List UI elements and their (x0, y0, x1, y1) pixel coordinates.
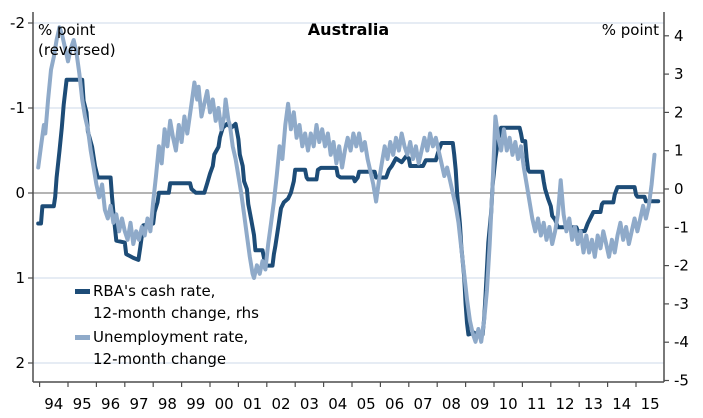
x-axis-tick-label: 96 (101, 395, 120, 413)
x-axis-tick-label: 07 (413, 395, 432, 413)
left-axis-caption: % point (reversed) (38, 21, 116, 59)
x-axis-tick-label: 03 (300, 395, 319, 413)
right-axis-tick-label: -1 (674, 218, 689, 236)
right-axis-tick-label: -3 (674, 295, 689, 313)
x-axis-tick-label: 97 (129, 395, 148, 413)
right-axis-tick-label: -4 (674, 333, 689, 351)
unemployment-line-swatch (75, 335, 90, 340)
right-axis-tick-label: 1 (674, 142, 684, 160)
right-axis-tick-label: 3 (674, 65, 684, 83)
x-axis-tick-label: 15 (641, 395, 660, 413)
x-axis-tick-label: 10 (499, 395, 518, 413)
left-axis-tick-label: 1 (15, 269, 25, 287)
x-axis-tick-label: 05 (357, 395, 376, 413)
right-axis-tick-label: 0 (674, 180, 684, 198)
right-axis-tick-label: 4 (674, 27, 684, 45)
unemployment-line (36, 25, 657, 344)
x-axis-tick-label: 12 (555, 395, 574, 413)
x-axis-tick-label: 01 (243, 395, 262, 413)
left-axis-tick-label: 0 (15, 184, 25, 202)
right-axis-tick-label: 2 (674, 103, 684, 121)
legend-label-unemployment: Unemployment rate, 12-month change (93, 328, 249, 368)
x-axis-tick-label: 11 (527, 395, 546, 413)
x-axis-tick-label: 99 (186, 395, 205, 413)
x-axis-tick-label: 06 (385, 395, 404, 413)
x-axis-tick-label: 98 (158, 395, 177, 413)
x-axis-tick-label: 02 (271, 395, 290, 413)
chart-title: Australia (307, 20, 390, 39)
x-axis-tick-label: 00 (215, 395, 234, 413)
legend: RBA's cash rate, 12-month change, rhs Un… (75, 280, 259, 372)
legend-item-cash-rate: RBA's cash rate, 12-month change, rhs (75, 280, 259, 324)
x-axis-tick-label: 95 (73, 395, 92, 413)
left-axis-tick-label: -1 (10, 99, 25, 117)
x-axis-tick-label: 09 (470, 395, 489, 413)
x-axis-tick-label: 13 (584, 395, 603, 413)
legend-label-cash-rate: RBA's cash rate, 12-month change, rhs (93, 282, 259, 322)
left-axis-tick-label: -2 (10, 14, 25, 32)
right-axis-tick-label: -2 (674, 257, 689, 275)
x-axis-tick-label: 08 (442, 395, 461, 413)
x-axis-tick-label: 94 (44, 395, 63, 413)
x-axis-tick-label: 14 (612, 395, 631, 413)
x-axis-tick-label: 04 (328, 395, 347, 413)
cash-rate-line-swatch (75, 289, 90, 294)
left-axis-tick-label: 2 (15, 354, 25, 372)
right-axis-tick-label: -5 (674, 372, 689, 390)
legend-item-unemployment: Unemployment rate, 12-month change (75, 326, 259, 370)
cash-rate-line (36, 77, 661, 339)
right-axis-caption: % point (601, 21, 659, 39)
